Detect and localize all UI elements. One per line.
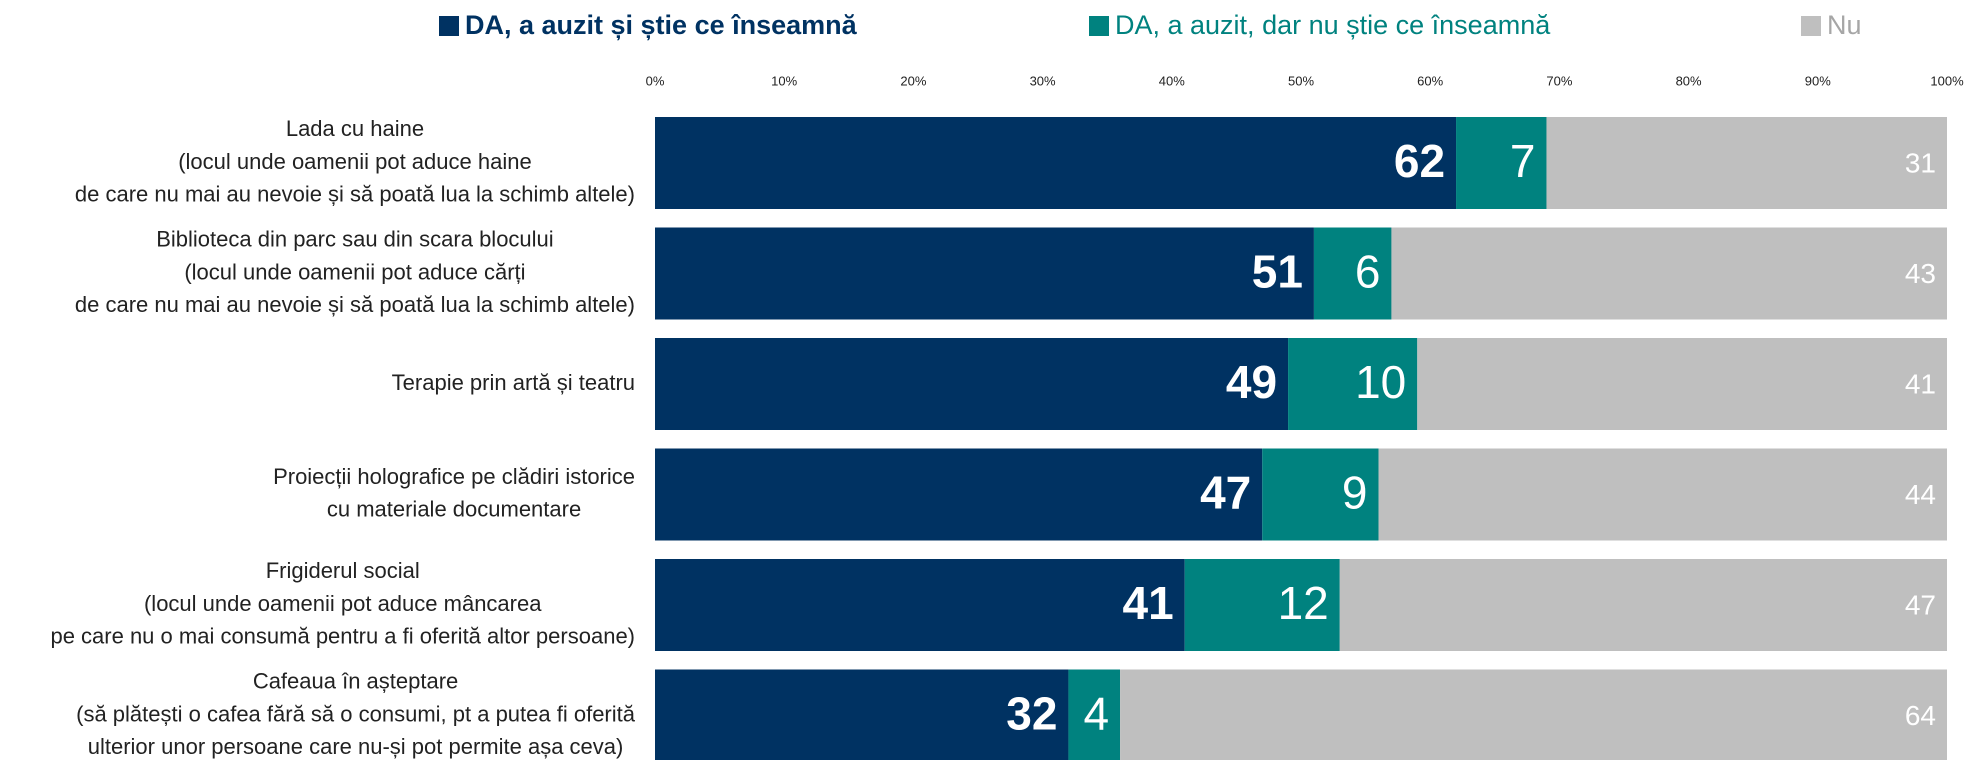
x-tick-label: 60% (1417, 73, 1443, 88)
bar-segment (1339, 559, 1947, 651)
legend-swatch (1801, 16, 1821, 36)
category-line: (să plătești o cafea fără să o consumi, … (76, 701, 636, 726)
category-line: pe care nu o mai consumă pentru a fi ofe… (50, 623, 635, 648)
category-line: Proiecții holografice pe clădiri istoric… (273, 464, 635, 489)
bar-segment (655, 559, 1185, 651)
x-tick-label: 70% (1546, 73, 1572, 88)
value-label: 44 (1905, 479, 1936, 510)
bar-segment (1262, 448, 1379, 541)
category-line: de care nu mai au nevoie și să poată lua… (75, 181, 635, 206)
bar-segment (655, 669, 1069, 760)
x-tick-label: 90% (1805, 73, 1831, 88)
bar-segment (1456, 117, 1547, 209)
x-tick-label: 30% (1030, 73, 1056, 88)
x-tick-label: 20% (900, 73, 926, 88)
value-label: 6 (1355, 246, 1381, 298)
value-label: 7 (1510, 135, 1536, 187)
category-label: Proiecții holografice pe clădiri istoric… (273, 464, 635, 522)
category-line: Biblioteca din parc sau din scara blocul… (156, 227, 553, 252)
bar-segment (1288, 338, 1418, 430)
category-line: (locul unde oamenii pot aduce mâncarea (144, 591, 542, 616)
x-tick-label: 0% (646, 73, 665, 88)
x-tick-label: 100% (1930, 73, 1964, 88)
category-line: Cafeaua în așteptare (253, 669, 458, 694)
bar-segment (1546, 117, 1947, 209)
value-label: 51 (1252, 246, 1303, 298)
value-label: 47 (1200, 467, 1251, 519)
x-tick-label: 40% (1159, 73, 1185, 88)
category-label: Frigiderul social (locul unde oamenii pot… (50, 558, 635, 648)
value-label: 12 (1278, 577, 1329, 629)
legend-label: DA, a auzit, dar nu știe ce înseamnă (1115, 10, 1551, 40)
category-line: Frigiderul social (266, 558, 420, 583)
x-tick-label: 10% (771, 73, 797, 88)
value-label: 47 (1905, 589, 1936, 620)
value-label: 31 (1905, 147, 1936, 178)
x-tick-label: 80% (1676, 73, 1702, 88)
category-line: Terapie prin artă și teatru (392, 370, 635, 395)
value-label: 4 (1084, 688, 1110, 740)
bar-segment (1378, 448, 1947, 541)
value-label: 62 (1394, 135, 1445, 187)
bar-segment (655, 227, 1314, 320)
legend-label: Nu (1827, 10, 1862, 40)
value-label: 9 (1342, 467, 1368, 519)
category-label: Biblioteca din parc sau din scara blocul… (75, 227, 635, 317)
value-label: 41 (1123, 577, 1174, 629)
value-label: 64 (1905, 700, 1936, 731)
bar-segment (1417, 338, 1947, 430)
category-line: (locul unde oamenii pot aduce cărți (184, 259, 525, 284)
value-label: 41 (1905, 368, 1936, 399)
legend-swatch (439, 16, 459, 36)
legend-label: DA, a auzit și știe ce înseamnă (465, 10, 858, 40)
category-line: (locul unde oamenii pot aduce haine (178, 149, 531, 174)
bar-segment (1313, 227, 1392, 320)
value-label: 49 (1226, 356, 1277, 408)
x-tick-label: 50% (1288, 73, 1314, 88)
category-label: Terapie prin artă și teatru (392, 370, 635, 395)
category-line: ulterior unor persoane care nu-și pot pe… (88, 734, 624, 759)
value-label: 10 (1355, 356, 1406, 408)
category-label: Cafeaua în așteptare (să plătești o cafea… (76, 669, 636, 759)
category-line: de care nu mai au nevoie și să poată lua… (75, 292, 635, 317)
bar-segment (655, 117, 1457, 209)
legend-swatch (1089, 16, 1109, 36)
value-label: 32 (1006, 688, 1057, 740)
bar-segment (1068, 669, 1121, 760)
category-label: Lada cu haine (locul unde oamenii pot adu… (75, 116, 635, 206)
bar-segment (655, 448, 1263, 541)
value-label: 43 (1905, 258, 1936, 289)
bar-segment (655, 338, 1289, 430)
category-line: Lada cu haine (286, 116, 424, 141)
bar-segment (1120, 669, 1947, 760)
bar-segment (1184, 559, 1340, 651)
bar-segment (1391, 227, 1947, 320)
category-line: cu materiale documentare (327, 497, 581, 522)
